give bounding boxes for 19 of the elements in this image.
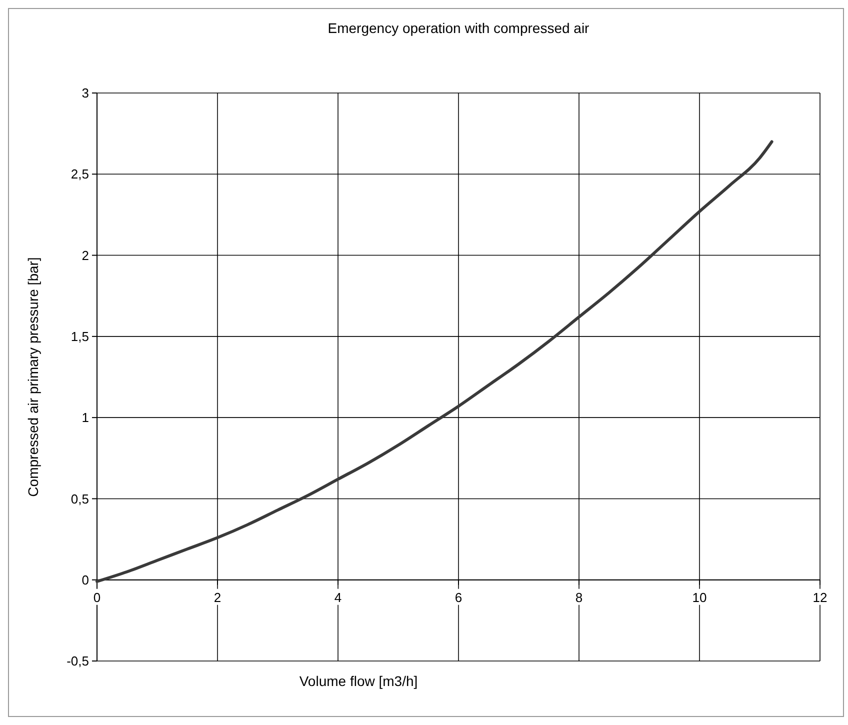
y-tick-label: 0 — [82, 572, 89, 588]
x-axis-title: Volume flow [m3/h] — [299, 673, 418, 689]
x-tick-label: 8 — [575, 590, 583, 605]
chart-title: Emergency operation with compressed air — [328, 20, 590, 36]
y-tick-label: 0,5 — [70, 491, 89, 506]
y-tick-label: 1 — [82, 410, 89, 426]
y-axis-title: Compressed air primary pressure [bar] — [25, 257, 41, 497]
line-series — [96, 140, 774, 583]
y-tick-label: -0,5 — [66, 654, 89, 669]
y-tick-label: 2 — [82, 248, 89, 263]
y-tick-label: 1,5 — [70, 328, 89, 344]
x-tick-label: 12 — [812, 590, 828, 605]
x-tick-label: 10 — [692, 590, 707, 605]
y-tick-label: 2,5 — [70, 166, 89, 182]
x-tick-label: 6 — [454, 590, 462, 605]
x-tick-label: 2 — [214, 590, 222, 605]
x-tick-label: 0 — [93, 590, 101, 605]
y-tick-label: 3 — [82, 86, 89, 101]
x-tick-label: 4 — [334, 590, 342, 605]
